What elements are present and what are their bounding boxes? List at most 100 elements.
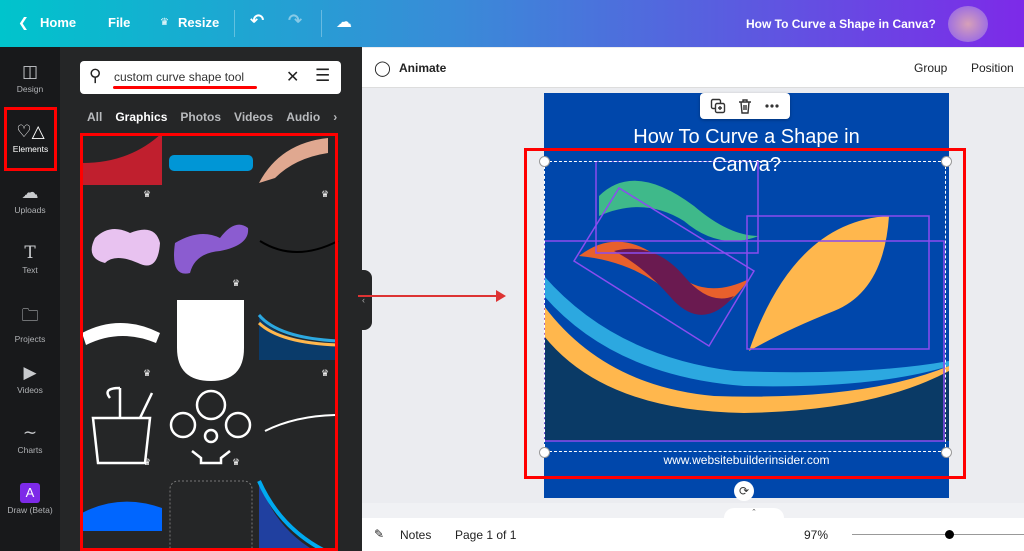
folder-icon: 🗀: [21, 306, 39, 325]
sidebar-item-design[interactable]: ◫ Design: [0, 62, 60, 94]
graphic-blue-bar[interactable]: [169, 155, 253, 171]
divider: [321, 10, 322, 37]
tab-photos[interactable]: Photos: [180, 110, 222, 124]
notes-icon: ✎: [374, 527, 385, 541]
clear-icon[interactable]: ✕: [286, 69, 300, 86]
chevron-right-icon[interactable]: ›: [333, 110, 338, 124]
home-button[interactable]: Home: [40, 15, 77, 30]
sidebar-item-elements[interactable]: ♡△ Elements: [4, 107, 57, 171]
sidebar-item-videos[interactable]: ▶ Videos: [0, 363, 60, 395]
resize-handle[interactable]: [539, 156, 550, 167]
annotation-arrow: [358, 295, 504, 297]
canvas-title-text[interactable]: How To Curve a Shape in Canva?: [633, 126, 860, 176]
text-icon: T: [24, 243, 36, 263]
graphic-white-line[interactable]: [264, 414, 336, 432]
design-page[interactable]: How To Curve a Shape in Canva? www.websi…: [544, 93, 949, 498]
selection-box: [544, 161, 946, 452]
arrow-head-icon: [496, 290, 506, 302]
layout-icon: ◫: [21, 62, 39, 81]
graphic-wave-banner[interactable]: [257, 313, 339, 360]
search-input[interactable]: ⚲ custom curve shape tool ✕ ☰: [80, 61, 341, 94]
divider: [234, 10, 235, 37]
graphic-corner-wave[interactable]: [257, 480, 326, 551]
svg-text:♛: ♛: [143, 189, 151, 199]
collapse-panel-handle[interactable]: ‹: [362, 270, 372, 330]
graphics-grid: ♛ ♛ ♛ ♛ ♛ ♛ ♛: [82, 133, 339, 551]
group-button[interactable]: Group: [914, 61, 948, 75]
svg-text:♛: ♛: [321, 368, 329, 378]
more-options-icon[interactable]: [764, 98, 780, 114]
graphic-blue-wave[interactable]: [82, 501, 162, 531]
document-title[interactable]: How To Curve a Shape in Canva?: [746, 17, 936, 31]
graphic-peach-wave[interactable]: [259, 138, 328, 183]
graphic-toolbox-icon[interactable]: [91, 386, 154, 465]
sidebar-item-text[interactable]: T Text: [0, 243, 60, 275]
duplicate-icon[interactable]: [710, 98, 726, 114]
cloud-upload-icon: ☁: [21, 183, 39, 202]
tab-videos[interactable]: Videos: [234, 110, 274, 124]
resize-handle[interactable]: [539, 447, 550, 458]
chart-icon: ∼: [22, 423, 38, 442]
svg-text:♛: ♛: [232, 457, 240, 467]
back-chevron-icon[interactable]: ❮: [18, 15, 29, 30]
resize-button[interactable]: Resize: [178, 15, 220, 30]
resize-handle[interactable]: [941, 156, 952, 167]
bottom-bar: ✎ Notes Page 1 of 1 97%: [362, 518, 1024, 551]
graphic-curve-line[interactable]: [259, 240, 339, 253]
svg-text:♛: ♛: [321, 189, 329, 199]
redo-icon[interactable]: ↷: [288, 11, 303, 30]
file-menu[interactable]: File: [108, 15, 131, 30]
cloud-saved-icon[interactable]: ☁: [336, 14, 352, 31]
sidebar-item-projects[interactable]: 🗀 Projects: [0, 303, 60, 344]
tab-all[interactable]: All: [87, 110, 103, 124]
crown-icon: ♛: [160, 17, 169, 28]
graphic-red-curve[interactable]: [82, 133, 162, 185]
svg-text:♛: ♛: [143, 457, 151, 467]
tab-graphics[interactable]: Graphics: [115, 110, 168, 124]
resize-handle[interactable]: [941, 447, 952, 458]
avatar[interactable]: [948, 6, 988, 42]
delete-icon[interactable]: [737, 98, 753, 114]
graphic-purple-blob[interactable]: [174, 224, 249, 274]
graphic-lilac-blob[interactable]: [91, 229, 160, 266]
graphic-person-feedback-icon[interactable]: [169, 389, 252, 465]
video-icon: ▶: [23, 363, 37, 382]
undo-icon[interactable]: ↶: [250, 11, 265, 30]
notes-button[interactable]: Notes: [400, 528, 432, 542]
svg-text:♛: ♛: [143, 368, 151, 378]
top-bar: ❮ Home File ♛ Resize ↶ ↷ ☁ How To Curve …: [0, 0, 1024, 47]
filter-icon[interactable]: ☰: [315, 66, 331, 85]
draw-icon: A: [20, 483, 40, 503]
sidebar-item-draw[interactable]: A Draw (Beta): [7, 483, 53, 515]
graphic-placeholder-frame[interactable]: [169, 480, 253, 551]
expand-pages-chevron-icon[interactable]: ˆ: [724, 508, 784, 520]
shapes-icon: ♡△: [16, 122, 45, 141]
rotate-icon[interactable]: ⟳: [734, 481, 754, 501]
graphic-white-arc[interactable]: [82, 323, 160, 345]
zoom-level[interactable]: 97%: [804, 528, 829, 542]
canvas-footer-url[interactable]: www.websitebuilderinsider.com: [663, 453, 830, 467]
element-context-toolbar: [700, 93, 790, 119]
search-underline-annotation: [113, 86, 257, 89]
sidebar: ◫ Design ♡△ Elements ☁ Uploads T Text 🗀 Proje…: [0, 47, 60, 551]
premium-crown-badges: ♛ ♛ ♛ ♛ ♛ ♛ ♛: [143, 189, 329, 467]
curved-shapes-graphic[interactable]: [544, 161, 949, 451]
page-indicator[interactable]: Page 1 of 1: [455, 528, 517, 542]
search-icon: ⚲: [89, 66, 102, 85]
elements-panel: [60, 47, 362, 551]
zoom-slider[interactable]: [852, 534, 1024, 535]
svg-text:♛: ♛: [232, 278, 240, 288]
animate-button[interactable]: Animate: [399, 61, 447, 75]
editor-toolbar: ◯ Animate Group Position: [362, 48, 1024, 88]
search-value[interactable]: custom curve shape tool: [114, 70, 245, 84]
graphics-highlight-box: [80, 133, 338, 551]
category-tabs: All Graphics Photos Videos Audio ›: [87, 110, 350, 124]
graphic-white-arch[interactable]: [177, 300, 244, 381]
position-button[interactable]: Position: [971, 61, 1014, 75]
canvas-highlight-box: [524, 148, 966, 479]
sidebar-item-charts[interactable]: ∼ Charts: [0, 423, 60, 455]
tab-audio[interactable]: Audio: [286, 110, 321, 124]
horizontal-scrollbar[interactable]: [362, 503, 1024, 518]
sidebar-item-uploads[interactable]: ☁ Uploads: [0, 183, 60, 215]
zoom-slider-thumb[interactable]: [945, 530, 954, 539]
